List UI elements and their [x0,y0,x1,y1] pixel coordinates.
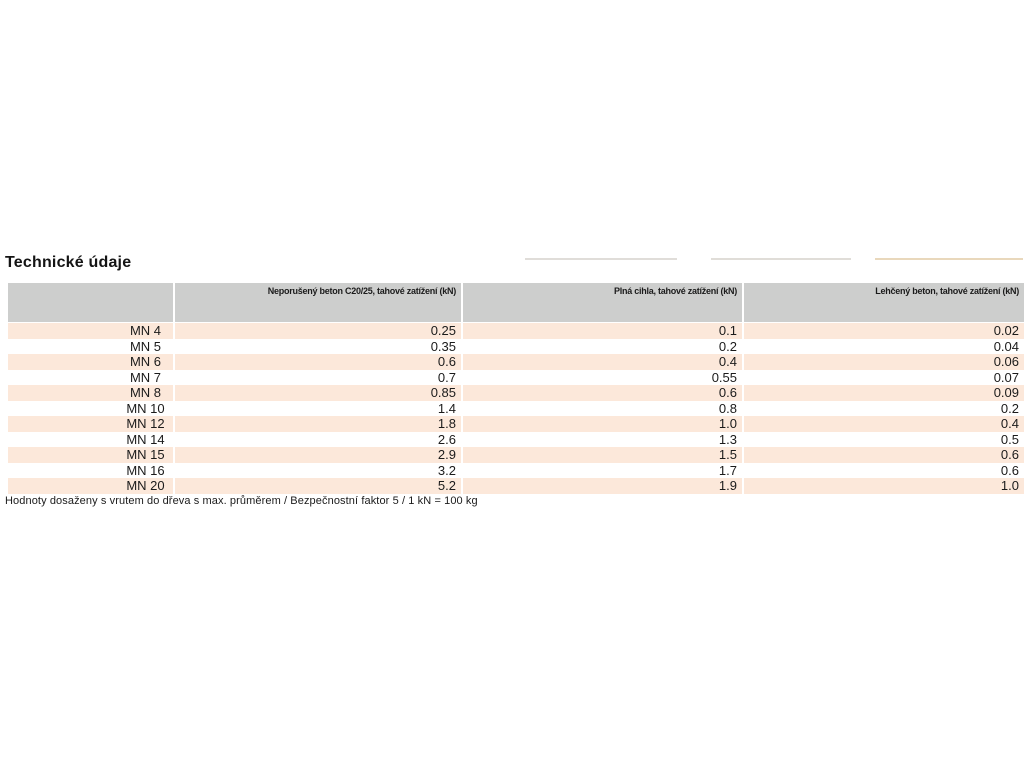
table-row: MN 6 0.6 0.4 0.06 [8,354,1024,370]
cell-value: 1.0 [463,416,742,432]
column-header-lightweight-concrete: Lehčený beton, tahové zatížení (kN) [744,283,1024,322]
row-label: MN 4 [8,323,173,339]
cell-value: 0.09 [744,385,1024,401]
cell-value: 0.6 [744,447,1024,463]
cell-value: 5.2 [175,478,461,494]
cell-value: 0.2 [463,338,742,354]
cell-value: 1.8 [175,416,461,432]
table-row: MN 5 0.35 0.2 0.04 [8,338,1024,354]
cell-value: 1.7 [463,462,742,478]
row-label: MN 8 [8,385,173,401]
cell-value: 0.4 [744,416,1024,432]
table-row: MN 10 1.4 0.8 0.2 [8,400,1024,416]
cell-value: 1.3 [463,431,742,447]
cell-value: 0.04 [744,338,1024,354]
row-label: MN 10 [8,400,173,416]
row-label: MN 6 [8,354,173,370]
cell-value: 1.9 [463,478,742,494]
page-title: Technické údaje [5,254,132,271]
cropped-content-artifact-line-left [525,258,677,260]
cell-value: 1.4 [175,400,461,416]
column-header-product [8,283,173,322]
row-label: MN 16 [8,462,173,478]
cell-value: 0.06 [744,354,1024,370]
table-row: MN 12 1.8 1.0 0.4 [8,416,1024,432]
column-header-uncracked-concrete: Neporušený beton C20/25, tahové zatížení… [175,283,461,322]
row-label: MN 12 [8,416,173,432]
cell-value: 0.35 [175,338,461,354]
table-header-row: Neporušený beton C20/25, tahové zatížení… [8,283,1024,322]
table-row: MN 16 3.2 1.7 0.6 [8,462,1024,478]
cell-value: 2.9 [175,447,461,463]
row-label: MN 15 [8,447,173,463]
cell-value: 0.02 [744,323,1024,339]
row-label: MN 5 [8,338,173,354]
cell-value: 0.6 [463,385,742,401]
table-footnote: Hodnoty dosaženy s vrutem do dřeva s max… [5,495,478,507]
cell-value: 0.25 [175,323,461,339]
table-row: MN 15 2.9 1.5 0.6 [8,447,1024,463]
table-row: MN 7 0.7 0.55 0.07 [8,369,1024,385]
row-label: MN 14 [8,431,173,447]
cell-value: 0.07 [744,369,1024,385]
cell-value: 2.6 [175,431,461,447]
table-row: MN 14 2.6 1.3 0.5 [8,431,1024,447]
table-row: MN 4 0.25 0.1 0.02 [8,323,1024,339]
cropped-content-artifact-line-right [875,258,1023,260]
cell-value: 3.2 [175,462,461,478]
cell-value: 0.6 [744,462,1024,478]
cropped-content-artifact-line-middle [711,258,851,260]
cell-value: 0.2 [744,400,1024,416]
cell-value: 0.4 [463,354,742,370]
column-header-solid-brick: Plná cihla, tahové zatížení (kN) [463,283,742,322]
cell-value: 0.55 [463,369,742,385]
table-row: MN 20 5.2 1.9 1.0 [8,478,1024,494]
cell-value: 1.0 [744,478,1024,494]
cell-value: 1.5 [463,447,742,463]
table-row: MN 8 0.85 0.6 0.09 [8,385,1024,401]
row-label: MN 7 [8,369,173,385]
cell-value: 0.5 [744,431,1024,447]
cell-value: 0.6 [175,354,461,370]
cell-value: 0.85 [175,385,461,401]
cell-value: 0.7 [175,369,461,385]
row-label: MN 20 [8,478,173,494]
technical-data-table: Neporušený beton C20/25, tahové zatížení… [8,283,1024,494]
cell-value: 0.1 [463,323,742,339]
cell-value: 0.8 [463,400,742,416]
